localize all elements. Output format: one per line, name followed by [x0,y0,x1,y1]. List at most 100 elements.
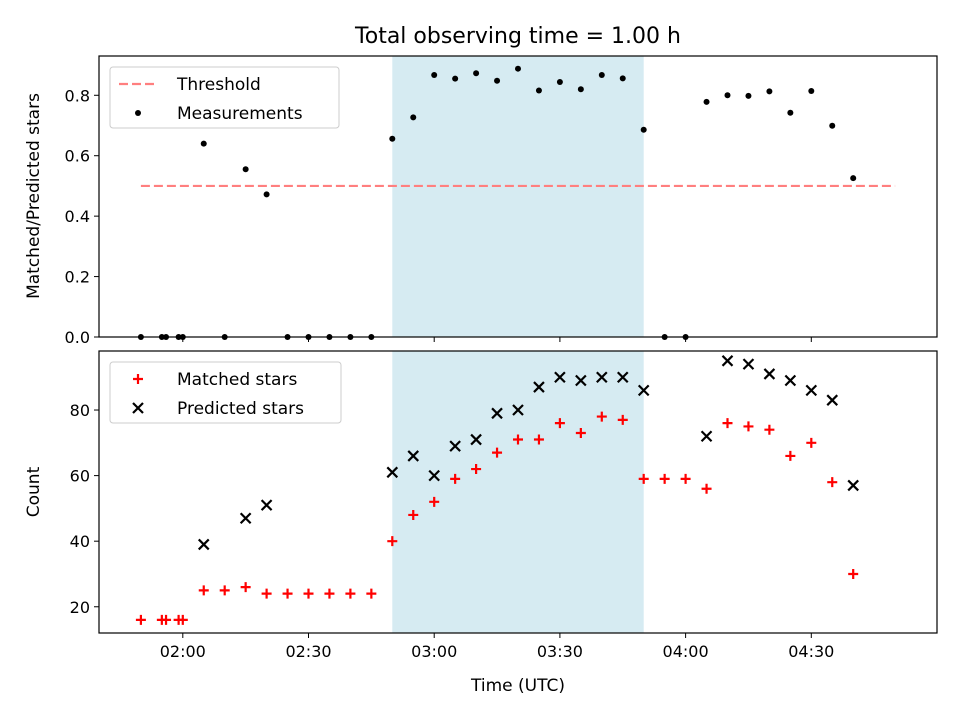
data-point [240,582,251,593]
data-point [743,421,754,432]
data-point [806,437,817,448]
data-point [742,358,755,370]
axes-frame [98,55,938,338]
data-point [263,191,270,198]
data-point [386,466,399,479]
x-axis-label: Time (UTC) [470,676,565,696]
legend-label: Matched stars [177,370,297,390]
data-point [242,166,249,173]
y-tick-label: 0.0 [65,328,90,347]
data-point [494,77,501,84]
legend-swatch [133,374,143,384]
data-point [366,588,377,599]
data-point [680,473,691,484]
data-point [429,496,440,507]
legend-swatch [132,402,144,414]
data-point [700,430,713,443]
x-tick-label: 03:00 [411,642,457,661]
data-point [617,414,628,425]
legend-label: Threshold [176,75,261,95]
data-point [829,122,836,129]
data-point [198,585,209,596]
data-point [598,72,605,79]
data-point [724,92,731,99]
axes-frame [98,350,938,634]
y-tick-label: 0.6 [65,147,90,166]
y-tick-label: 80 [70,401,90,420]
data-point [197,538,210,551]
x-tick-label: 02:00 [160,642,206,661]
data-point [721,355,734,367]
data-point [722,418,733,429]
data-point [450,473,461,484]
data-point [638,473,649,484]
x-tick-label: 02:30 [285,642,331,661]
data-point [577,86,584,93]
data-point [161,614,172,625]
data-point [847,479,859,492]
legend-label: Predicted stars [177,399,304,419]
data-point [407,450,420,462]
data-point [389,135,396,142]
data-point [177,614,188,625]
data-point [492,447,503,458]
y-tick-label: 20 [70,598,90,617]
data-point [260,499,273,511]
legend: Matched stars Predicted stars [109,361,342,424]
y-tick-label: 0.2 [65,268,90,287]
y-tick-label: 60 [70,467,90,486]
data-point [473,70,480,77]
legend-swatch [135,110,141,116]
data-point [808,88,815,95]
data-point [784,374,797,387]
data-point [324,588,335,599]
data-point [785,450,796,461]
data-point [491,407,503,420]
data-point [848,568,859,579]
data-point [554,418,565,429]
chart-title: Total observing time = 1.00 h [354,24,681,49]
legend-box [109,66,340,129]
data-point [850,175,857,182]
data-point [282,588,293,599]
legend-label: Measurements [177,104,303,124]
y-tick-label: 0.4 [65,207,90,226]
data-point [764,424,775,435]
data-point [575,427,586,438]
data-point [303,588,314,599]
x-tick-label: 04:00 [663,642,709,661]
data-point [827,477,838,488]
data-point [431,72,438,79]
data-point [787,109,794,116]
data-point [554,371,566,384]
top-panel: 0.0 0.2 0.4 0.6 0.8 Threshold Measurements [65,55,938,347]
data-point [449,440,461,452]
data-point [470,433,482,446]
data-point [261,588,272,599]
data-point [766,88,773,95]
data-point [135,614,146,625]
data-point [826,394,839,406]
data-point [640,126,647,133]
highlight-span [392,351,644,633]
data-point [805,384,818,397]
highlight-span [392,56,644,337]
data-point [659,473,670,484]
y-tick-label: 0.8 [65,86,90,105]
data-point [575,374,587,387]
data-point [452,75,459,82]
y-tick-label: 40 [70,532,90,551]
x-tick-label: 03:30 [537,642,583,661]
data-point [763,368,776,380]
legend: Threshold Measurements [109,66,340,129]
data-point [515,65,521,72]
data-point [596,411,607,422]
data-point [513,434,523,445]
top-ylabel: Matched/Predicted stars [24,93,44,299]
bottom-ylabel: Count [24,466,44,517]
data-point [703,98,710,105]
data-point [345,588,356,599]
data-point [200,140,207,147]
data-point [219,585,230,596]
